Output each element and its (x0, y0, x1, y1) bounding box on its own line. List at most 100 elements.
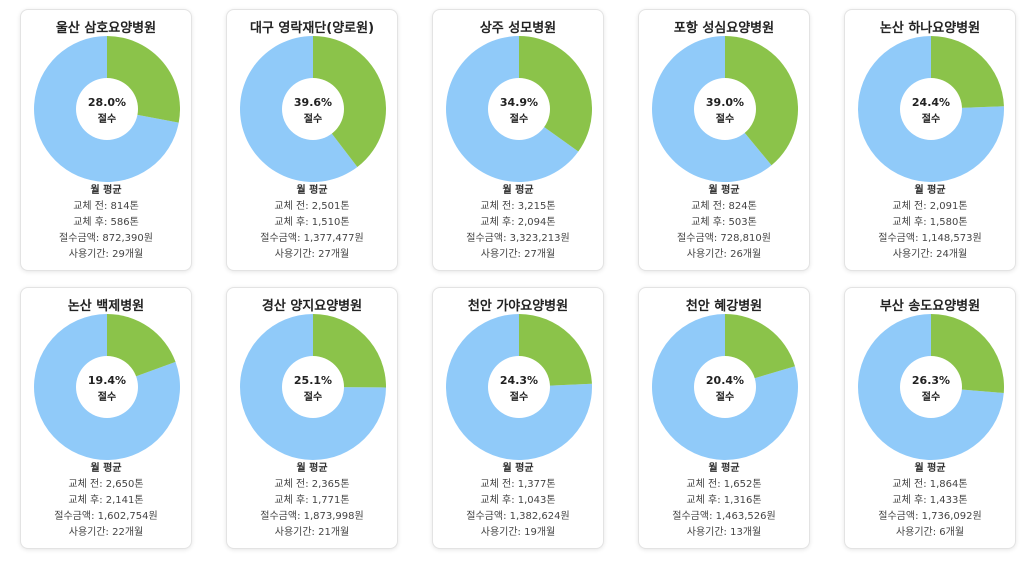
stat-before: 교체 전: 2,365톤 (274, 479, 350, 490)
donut-svg: 25.1% 절수 (240, 314, 386, 460)
stats-heading: 월 평균 (296, 463, 328, 474)
stat-amount: 절수금액: 1,463,526원 (672, 511, 776, 522)
slice-remainder (652, 314, 798, 460)
hospital-card: 울산 삼호요양병원 28.0% 절수 월 평균 교체 전: 814톤 교체 후: 586톤… (20, 9, 192, 271)
donut-hole (694, 356, 756, 418)
card-title: 부산 송도요양병원 (879, 299, 981, 314)
card-title: 논산 백제병원 (67, 299, 145, 314)
hospital-card: 대구 영락재단(양로원) 39.6% 절수 월 평균 교체 전: 2,501톤 교체 후:… (226, 9, 398, 271)
stat-after: 교체 후: 586톤 (73, 217, 139, 228)
stats-block: 월 평균 교체 전: 814톤 교체 후: 586톤 절수금액: 872,390원 사용… (21, 183, 191, 263)
center-percentage: 39.0% (706, 96, 744, 109)
hospital-card: 천안 가야요양병원 24.3% 절수 월 평균 교체 전: 1,377톤 교체 후: 1,… (432, 287, 604, 549)
donut-hole (76, 78, 138, 140)
donut-chart: 24.4% 절수 (858, 36, 1004, 182)
stat-after: 교체 후: 1,510톤 (274, 217, 350, 228)
slice-savings (725, 36, 798, 166)
donut-hole (900, 356, 962, 418)
center-label: 절수 (510, 390, 528, 403)
card-title: 포항 성심요양병원 (673, 21, 775, 36)
stat-period: 사용기간: 26개월 (686, 249, 762, 260)
center-percentage: 39.6% (294, 96, 332, 109)
center-percentage: 24.4% (912, 96, 950, 109)
donut-svg: 24.3% 절수 (446, 314, 592, 460)
stat-after: 교체 후: 1,580톤 (892, 217, 968, 228)
card-title: 경산 양지요양병원 (261, 299, 363, 314)
stat-period: 사용기간: 27개월 (274, 249, 350, 260)
stat-amount: 절수금액: 728,810원 (677, 233, 771, 244)
stats-heading: 월 평균 (914, 185, 946, 196)
stats-heading: 월 평균 (708, 463, 740, 474)
donut-chart: 39.6% 절수 (240, 36, 386, 182)
donut-chart: 34.9% 절수 (446, 36, 592, 182)
slice-remainder (240, 314, 386, 460)
stats-heading: 월 평균 (90, 463, 122, 474)
donut-svg: 39.0% 절수 (652, 36, 798, 182)
center-label: 절수 (304, 390, 322, 403)
donut-hole (900, 78, 962, 140)
stat-before: 교체 전: 2,501톤 (274, 201, 350, 212)
stat-amount: 절수금액: 1,377,477원 (260, 233, 364, 244)
stat-amount: 절수금액: 1,382,624원 (466, 511, 570, 522)
center-percentage: 19.4% (88, 374, 126, 387)
center-percentage: 24.3% (500, 374, 538, 387)
slice-savings (313, 36, 386, 167)
stat-after: 교체 후: 1,316톤 (686, 495, 762, 506)
center-percentage: 26.3% (912, 374, 950, 387)
stat-amount: 절수금액: 1,602,754원 (54, 511, 158, 522)
center-label: 절수 (922, 390, 940, 403)
stat-amount: 절수금액: 872,390원 (59, 233, 153, 244)
card-title: 천안 가야요양병원 (467, 299, 569, 314)
stat-before: 교체 전: 2,650톤 (68, 479, 144, 490)
donut-chart: 28.0% 절수 (34, 36, 180, 182)
stat-after: 교체 후: 1,771톤 (274, 495, 350, 506)
stat-period: 사용기간: 6개월 (895, 527, 965, 538)
stat-period: 사용기간: 29개월 (68, 249, 144, 260)
stats-block: 월 평균 교체 전: 824톤 교체 후: 503톤 절수금액: 728,810원 사용… (639, 183, 809, 263)
stat-period: 사용기간: 21개월 (274, 527, 350, 538)
donut-svg: 26.3% 절수 (858, 314, 1004, 460)
stats-heading: 월 평균 (502, 463, 534, 474)
center-label: 절수 (98, 390, 116, 403)
donut-svg: 20.4% 절수 (652, 314, 798, 460)
stat-after: 교체 후: 2,141톤 (68, 495, 144, 506)
donut-hole (76, 356, 138, 418)
center-percentage: 20.4% (706, 374, 744, 387)
center-label: 절수 (922, 112, 940, 125)
stats-heading: 월 평균 (296, 185, 328, 196)
stat-before: 교체 전: 1,652톤 (686, 479, 762, 490)
center-label: 절수 (510, 112, 528, 125)
card-title: 논산 하나요양병원 (879, 21, 981, 36)
center-percentage: 34.9% (500, 96, 538, 109)
stats-block: 월 평균 교체 전: 2,091톤 교체 후: 1,580톤 절수금액: 1,148,… (845, 183, 1015, 263)
donut-svg: 19.4% 절수 (34, 314, 180, 460)
center-label: 절수 (304, 112, 322, 125)
stats-heading: 월 평균 (914, 463, 946, 474)
stat-period: 사용기간: 24개월 (892, 249, 968, 260)
donut-svg: 39.6% 절수 (240, 36, 386, 182)
slice-savings (519, 36, 592, 152)
stats-block: 월 평균 교체 전: 1,864톤 교체 후: 1,433톤 절수금액: 1,736,… (845, 461, 1015, 541)
stat-before: 교체 전: 814톤 (73, 201, 139, 212)
card-title: 울산 삼호요양병원 (55, 21, 157, 36)
stat-period: 사용기간: 13개월 (686, 527, 762, 538)
stats-block: 월 평균 교체 전: 1,377톤 교체 후: 1,043톤 절수금액: 1,382,… (433, 461, 603, 541)
stat-after: 교체 후: 2,094톤 (480, 217, 556, 228)
center-label: 절수 (716, 112, 734, 125)
card-title: 천안 혜강병원 (685, 299, 763, 314)
stat-amount: 절수금액: 3,323,213원 (466, 233, 570, 244)
stat-period: 사용기간: 19개월 (480, 527, 556, 538)
donut-chart: 25.1% 절수 (240, 314, 386, 460)
donut-hole (488, 78, 550, 140)
donut-svg: 28.0% 절수 (34, 36, 180, 182)
donut-hole (488, 356, 550, 418)
stat-before: 교체 전: 1,377톤 (480, 479, 556, 490)
